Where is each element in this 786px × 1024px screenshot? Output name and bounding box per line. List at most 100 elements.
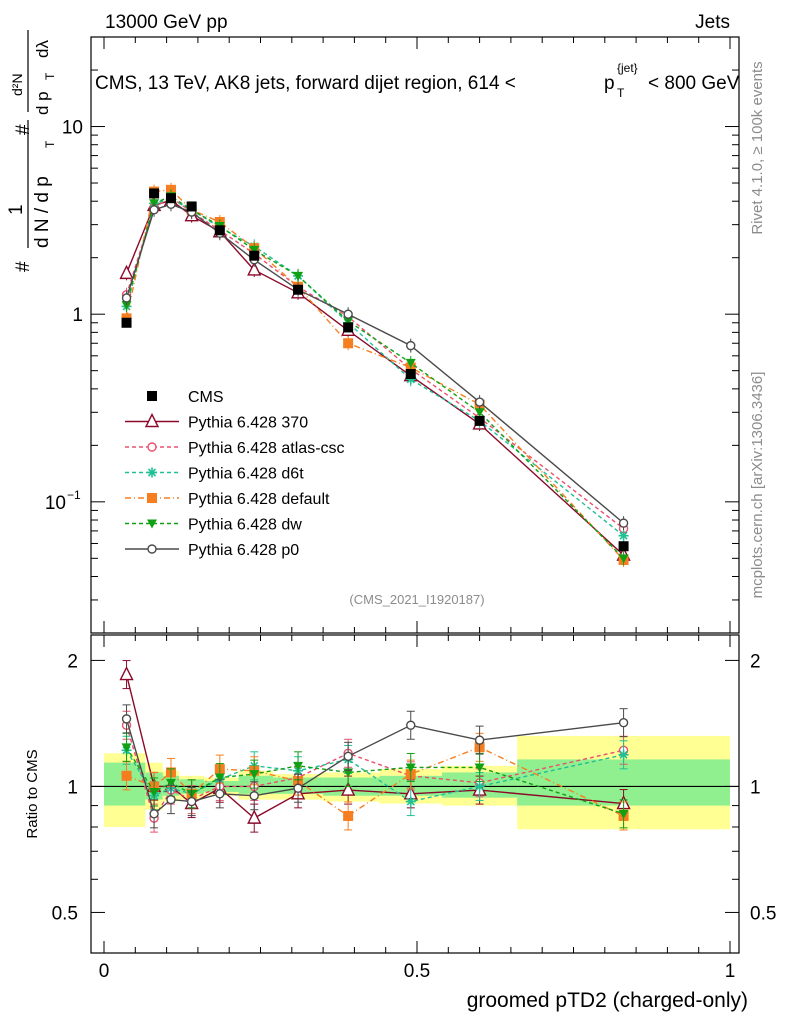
- main-ylabel: # 1 d N / d p T # d²N d p T dλ: [6, 30, 57, 272]
- beam-label: 13000 GeV pp: [105, 12, 228, 33]
- marker-circle: [618, 518, 629, 528]
- y-tick-label-ratio: 2: [67, 651, 78, 672]
- marker-star-arm: [619, 531, 628, 540]
- marker-circle: [474, 735, 485, 745]
- marker-circle: [147, 442, 157, 452]
- x-tick-label: 0: [99, 961, 110, 982]
- marker-star: [618, 530, 629, 541]
- marker-star-arm: [406, 797, 415, 806]
- category-label: Jets: [695, 12, 730, 33]
- marker-triangle-down: [147, 519, 157, 529]
- ratio-frame: [90, 634, 740, 954]
- y-tick-label-main: 10: [45, 493, 66, 514]
- marker-triangle-down: [618, 554, 629, 564]
- marker-triangle-down: [474, 763, 485, 773]
- series-line: [125, 195, 625, 559]
- xlabel: groomed pTD2 (charged-only): [467, 989, 748, 1012]
- marker-circle: [215, 789, 225, 799]
- y-tick-label-ratio-right: 1: [750, 777, 761, 798]
- marker-star: [405, 796, 416, 807]
- title-sup: {jet}: [617, 61, 638, 75]
- marker-circle: [406, 720, 416, 730]
- marker-circle: [249, 791, 259, 801]
- ylabel-dp: d p: [33, 91, 52, 115]
- legend-label: CMS: [188, 389, 224, 406]
- marker-square: [618, 541, 629, 552]
- legend-label: Pythia 6.428 p0: [188, 542, 299, 559]
- analysis-watermark: (CMS_2021_I1920187): [349, 592, 484, 607]
- ylabel-t1: T: [43, 140, 57, 148]
- marker-triangle: [144, 412, 160, 428]
- legend-label: Pythia 6.428 atlas-csc: [188, 440, 345, 457]
- marker-star-arm: [475, 782, 484, 791]
- title-end: < 800 GeV: [648, 73, 740, 94]
- legend-label: Pythia 6.428 default: [188, 491, 330, 508]
- ylabel-dn: d N / d p: [32, 176, 53, 248]
- y-tick-label-main: 10: [62, 118, 83, 139]
- ratio-ylabel: Ratio to CMS: [24, 749, 41, 838]
- marker-circle: [149, 205, 159, 215]
- marker-circle: [121, 293, 132, 303]
- y-tick-label-ratio-right: 2: [750, 651, 761, 672]
- y-tick-label-exp: −1: [67, 488, 81, 502]
- plot-title: CMS, 13 TeV, AK8 jets, forward dijet reg…: [95, 61, 740, 100]
- marker-triangle: [119, 264, 134, 280]
- ylabel-dl: dλ: [33, 40, 52, 58]
- marker-star-arm: [147, 468, 157, 477]
- y-tick-label-main: 1: [72, 305, 83, 326]
- marker-triangle-down: [121, 743, 132, 753]
- legend-label: Pythia 6.428 370: [188, 415, 308, 432]
- marker-circle: [343, 309, 353, 319]
- marker-circle: [166, 794, 176, 805]
- marker-square: [186, 201, 197, 212]
- marker-triangle-down: [293, 271, 304, 281]
- marker-triangle: [341, 781, 356, 796]
- marker-triangle-down: [149, 787, 160, 797]
- ylabel-d2n: d²N: [9, 73, 25, 96]
- series-line: [125, 198, 625, 537]
- marker-square: [214, 225, 225, 236]
- x-tick-label: 1: [725, 961, 736, 982]
- marker-circle: [343, 751, 353, 762]
- ylabel-t2: T: [43, 72, 57, 80]
- ylabel-hash-2: #: [13, 124, 34, 135]
- marker-star-arm: [619, 750, 628, 759]
- marker-triangle-down: [214, 773, 225, 783]
- y-tick-label-ratio: 1: [67, 777, 78, 798]
- ylabel-hash-1: #: [13, 261, 34, 272]
- rivet-label: Rivet 4.1.0, ≥ 100k events: [749, 61, 766, 234]
- marker-square: [121, 770, 132, 781]
- marker-circle: [186, 796, 197, 807]
- marker-square: [121, 317, 132, 328]
- legend-label: Pythia 6.428 dw: [188, 517, 302, 534]
- y-tick-label-ratio: 0.5: [52, 903, 78, 924]
- marker-triangle-down: [474, 408, 485, 418]
- marker-triangle-down: [121, 300, 132, 310]
- marker-circle: [618, 717, 629, 728]
- marker-triangle-down: [249, 245, 260, 255]
- marker-circle: [149, 809, 159, 819]
- x-tick-label: 0.5: [404, 961, 430, 982]
- marker-triangle: [247, 809, 262, 824]
- marker-square: [293, 284, 304, 295]
- ratio-panel: 0 0.5 1 2 2 1 1 0.5 0.5: [52, 634, 776, 982]
- marker-circle: [474, 397, 485, 407]
- marker-square: [405, 369, 416, 380]
- marker-square: [147, 493, 157, 503]
- marker-triangle-down: [293, 761, 304, 771]
- y-tick-label-ratio-right: 0.5: [750, 903, 776, 924]
- marker-triangle-down: [405, 763, 416, 773]
- marker-square: [343, 810, 354, 821]
- marker-circle: [121, 714, 132, 724]
- marker-triangle-down: [618, 809, 629, 819]
- marker-star: [474, 781, 485, 792]
- ylabel-one: 1: [6, 204, 27, 215]
- marker-square: [165, 193, 176, 204]
- marker-triangle: [247, 261, 262, 276]
- marker-triangle-down: [165, 778, 176, 788]
- marker-triangle-down: [343, 316, 354, 326]
- marker-star: [147, 467, 157, 478]
- marker-triangle: [119, 666, 134, 681]
